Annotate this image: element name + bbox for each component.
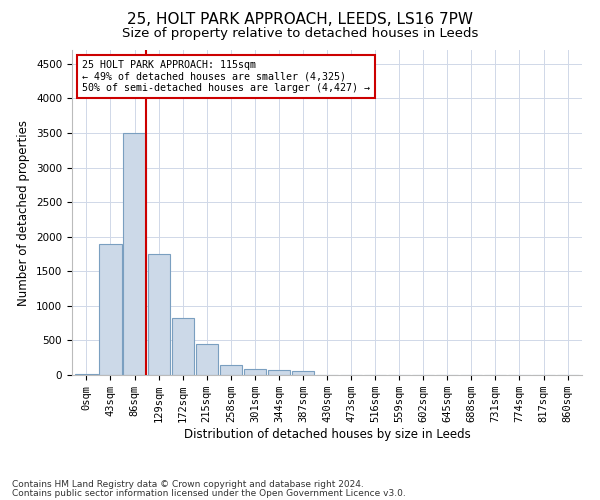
Text: Contains HM Land Registry data © Crown copyright and database right 2024.: Contains HM Land Registry data © Crown c…	[12, 480, 364, 489]
Bar	[148, 254, 170, 375]
Text: Contains public sector information licensed under the Open Government Licence v3: Contains public sector information licen…	[12, 488, 406, 498]
Bar	[76, 374, 98, 375]
Bar	[196, 344, 218, 375]
Y-axis label: Number of detached properties: Number of detached properties	[17, 120, 31, 306]
Text: 25 HOLT PARK APPROACH: 115sqm
← 49% of detached houses are smaller (4,325)
50% o: 25 HOLT PARK APPROACH: 115sqm ← 49% of d…	[82, 60, 370, 93]
Bar	[220, 364, 242, 375]
X-axis label: Distribution of detached houses by size in Leeds: Distribution of detached houses by size …	[184, 428, 470, 441]
Text: 25, HOLT PARK APPROACH, LEEDS, LS16 7PW: 25, HOLT PARK APPROACH, LEEDS, LS16 7PW	[127, 12, 473, 28]
Bar	[292, 371, 314, 375]
Bar	[268, 370, 290, 375]
Text: Size of property relative to detached houses in Leeds: Size of property relative to detached ho…	[122, 28, 478, 40]
Bar	[100, 244, 122, 375]
Bar	[124, 133, 146, 375]
Bar	[172, 318, 194, 375]
Bar	[244, 369, 266, 375]
